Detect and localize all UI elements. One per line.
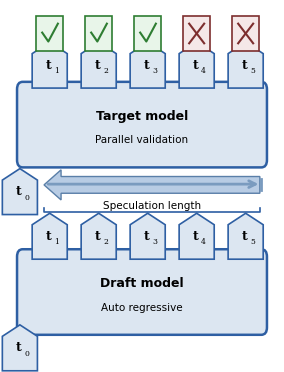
- Text: t: t: [16, 185, 22, 198]
- Polygon shape: [179, 213, 214, 259]
- Text: t: t: [193, 59, 199, 71]
- Text: Target model: Target model: [96, 110, 188, 123]
- Polygon shape: [2, 169, 37, 215]
- FancyBboxPatch shape: [85, 16, 112, 51]
- Text: t: t: [144, 230, 150, 243]
- Text: 4: 4: [201, 67, 206, 75]
- Polygon shape: [32, 213, 67, 259]
- Text: t: t: [144, 59, 150, 71]
- Text: t: t: [242, 230, 248, 243]
- Text: Speculation length: Speculation length: [103, 202, 201, 211]
- Text: 0: 0: [24, 350, 29, 358]
- Polygon shape: [228, 42, 263, 88]
- Text: t: t: [46, 230, 52, 243]
- Text: Draft model: Draft model: [100, 277, 184, 290]
- Text: t: t: [16, 341, 22, 354]
- Text: t: t: [95, 59, 101, 71]
- Polygon shape: [2, 325, 37, 371]
- FancyBboxPatch shape: [36, 16, 63, 51]
- Text: t: t: [46, 59, 52, 71]
- Text: 2: 2: [103, 238, 108, 246]
- Polygon shape: [179, 42, 214, 88]
- Text: 3: 3: [152, 238, 157, 246]
- FancyBboxPatch shape: [17, 82, 267, 167]
- Polygon shape: [130, 213, 165, 259]
- Text: t: t: [193, 230, 199, 243]
- Text: 5: 5: [250, 238, 255, 246]
- FancyArrow shape: [44, 170, 260, 200]
- Polygon shape: [228, 213, 263, 259]
- FancyBboxPatch shape: [134, 16, 161, 51]
- Text: 3: 3: [152, 67, 157, 75]
- Text: 1: 1: [54, 238, 59, 246]
- Polygon shape: [32, 42, 67, 88]
- Text: t: t: [242, 59, 248, 71]
- FancyBboxPatch shape: [17, 249, 267, 335]
- Text: 5: 5: [250, 67, 255, 75]
- Text: t: t: [95, 230, 101, 243]
- FancyBboxPatch shape: [183, 16, 210, 51]
- Text: 1: 1: [54, 67, 59, 75]
- Text: Auto regressive: Auto regressive: [101, 302, 183, 312]
- Text: 0: 0: [24, 193, 29, 202]
- Polygon shape: [81, 213, 116, 259]
- FancyBboxPatch shape: [232, 16, 259, 51]
- Polygon shape: [130, 42, 165, 88]
- Text: 4: 4: [201, 238, 206, 246]
- Text: Parallel validation: Parallel validation: [95, 135, 189, 145]
- Text: 2: 2: [103, 67, 108, 75]
- Polygon shape: [81, 42, 116, 88]
